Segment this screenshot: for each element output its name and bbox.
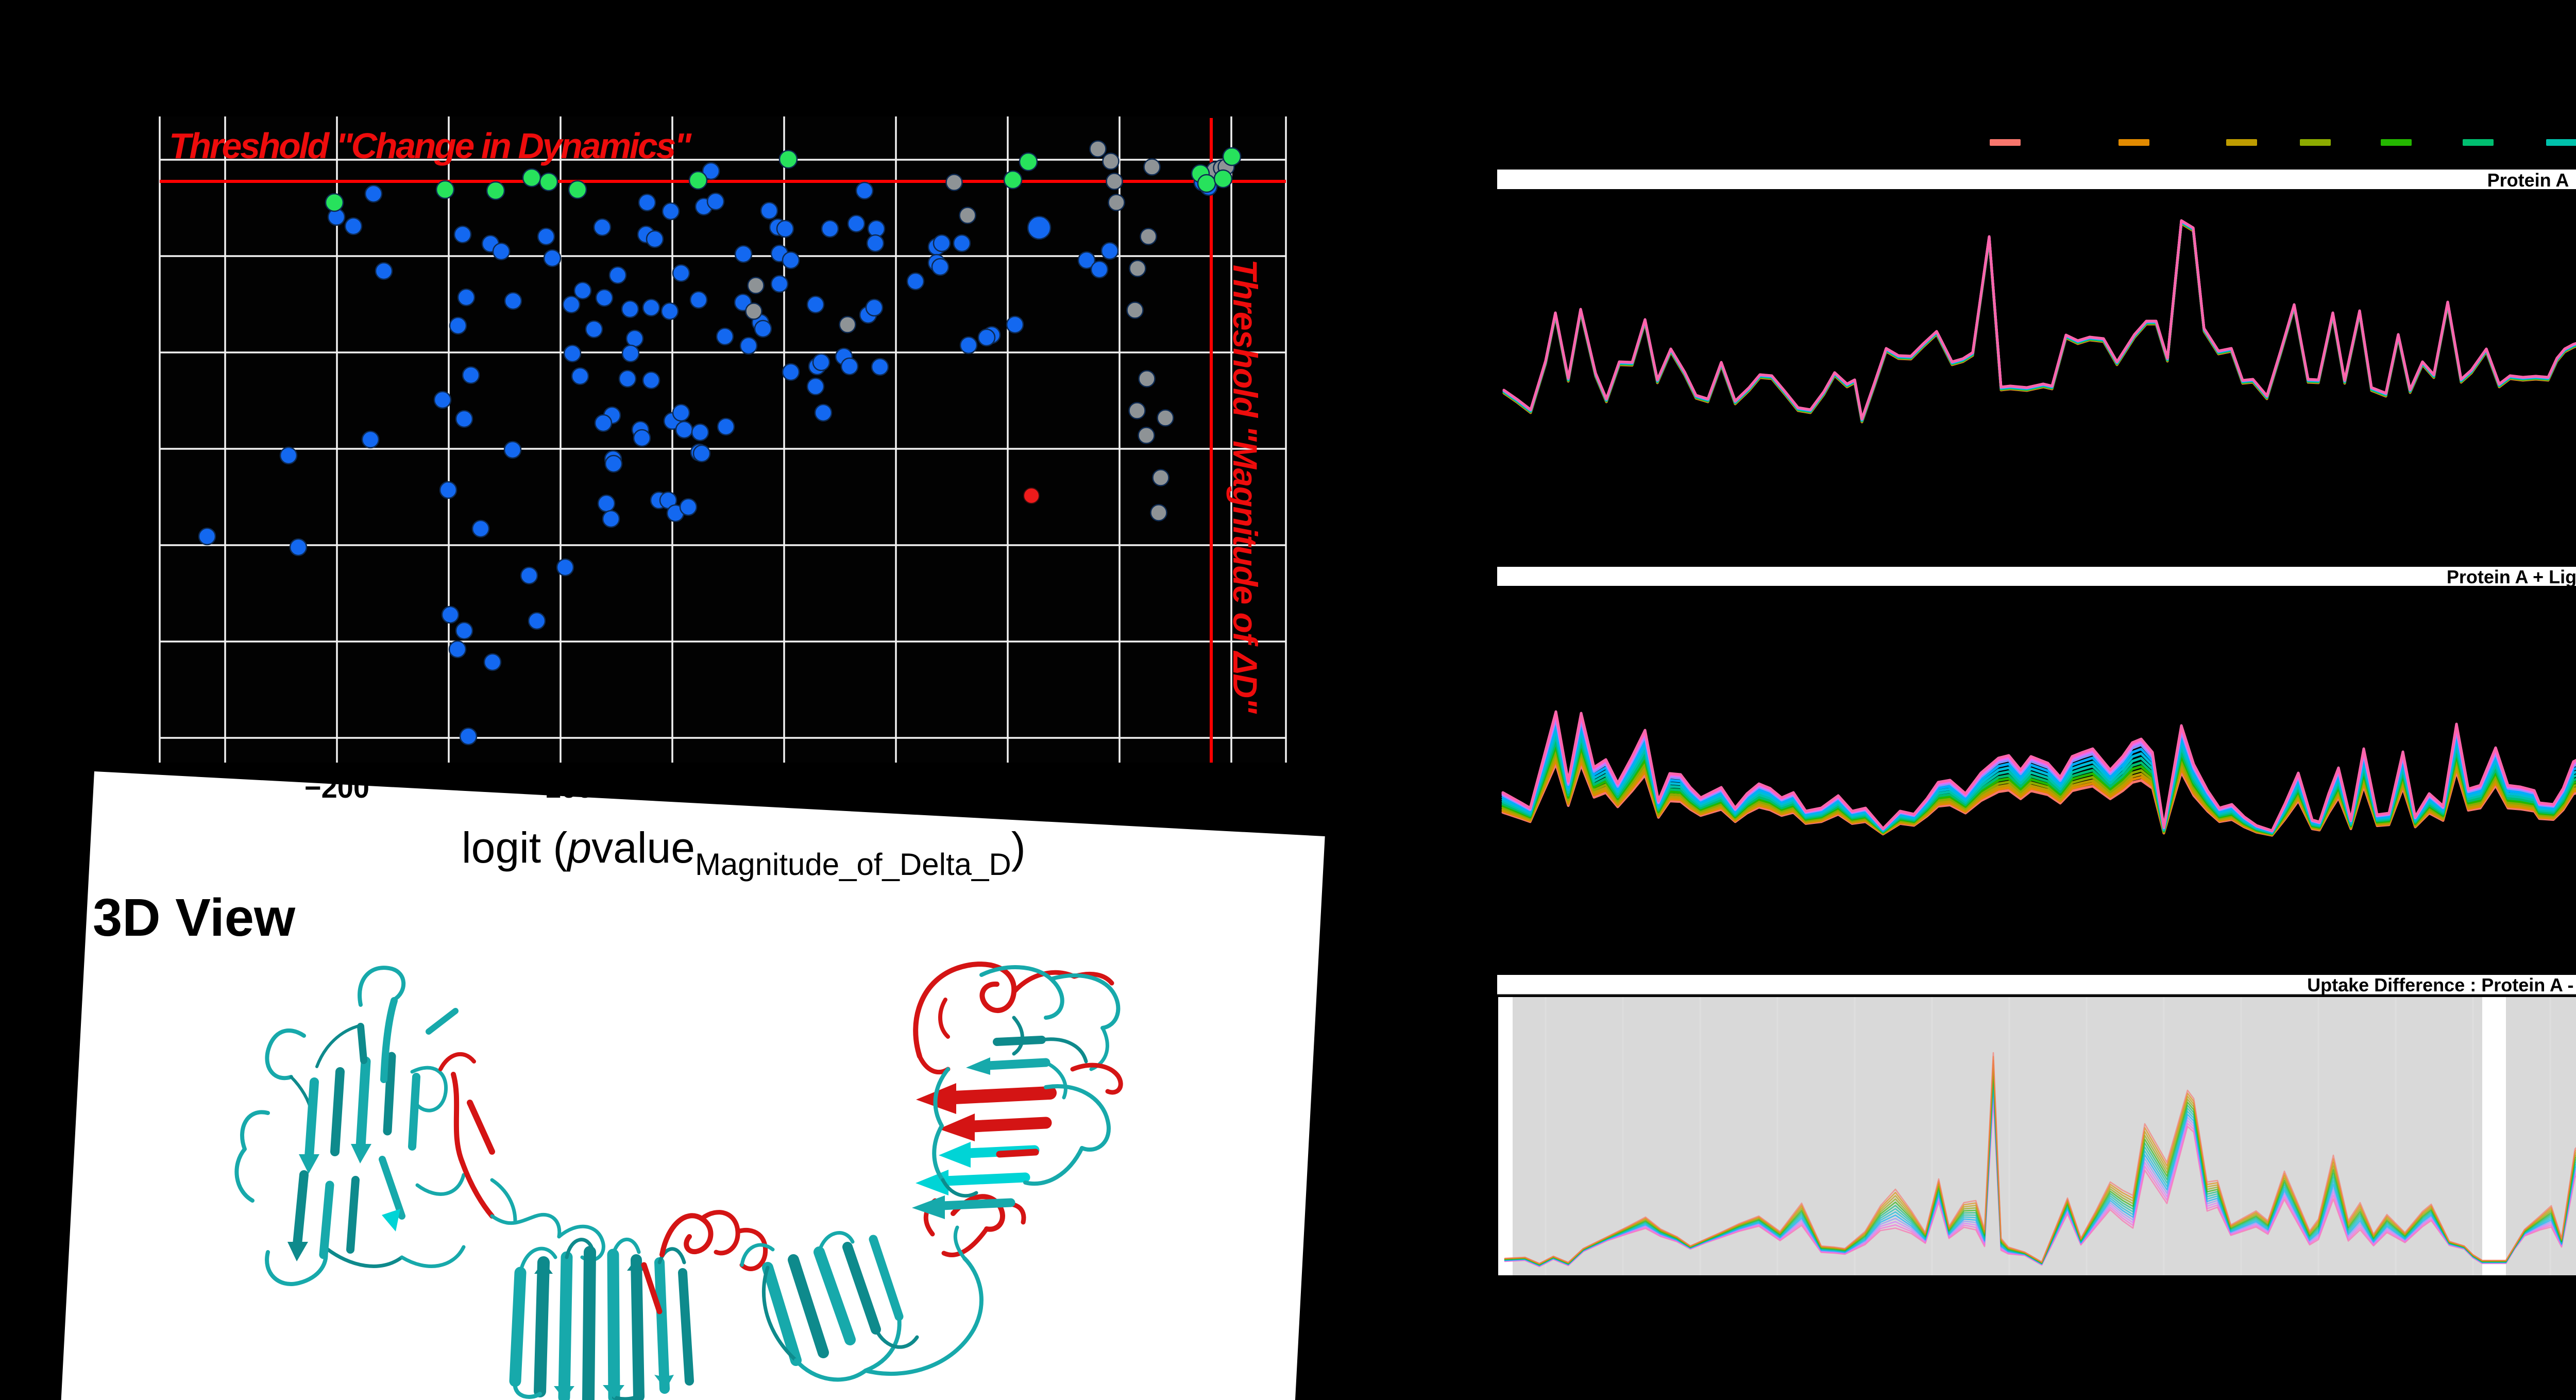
svg-text:Threshold "Change in Dynamics": Threshold "Change in Dynamics" [169, 126, 692, 166]
svg-text:Protein A: Protein A [2487, 170, 2569, 191]
svg-text:Uptake Difference : Protein A: Uptake Difference : Protein A - (Protein… [2307, 974, 2576, 996]
svg-text:Threshold "Magnitude of ΔD": Threshold "Magnitude of ΔD" [1226, 259, 1264, 714]
svg-text:Protein A + Ligand: Protein A + Ligand [2447, 566, 2576, 587]
